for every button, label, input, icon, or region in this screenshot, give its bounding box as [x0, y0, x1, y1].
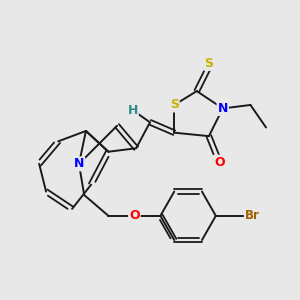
Text: S: S	[170, 98, 179, 112]
Text: S: S	[204, 57, 213, 70]
Text: N: N	[218, 102, 228, 115]
Text: N: N	[74, 158, 84, 170]
Text: H: H	[128, 104, 138, 117]
Text: Br: Br	[245, 209, 260, 222]
Text: O: O	[129, 209, 140, 222]
Text: O: O	[214, 156, 225, 169]
